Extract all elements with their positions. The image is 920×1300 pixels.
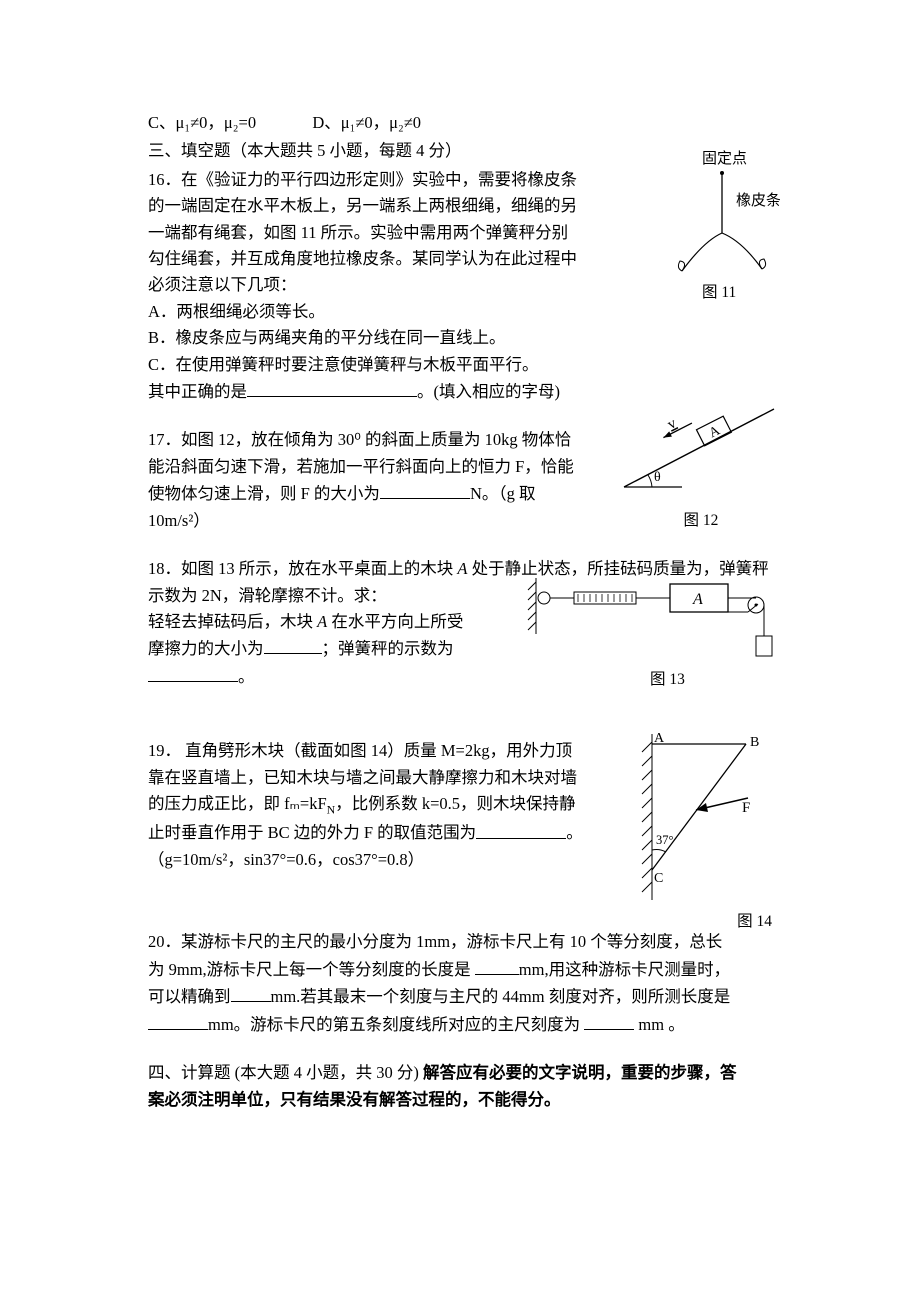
q17-prefix: 17．: [148, 430, 181, 449]
q16-prefix: 16．: [148, 170, 181, 189]
question-18: 18．如图 13 所示，放在水平桌面上的木块 A 处于静止状态，所挂砝码质量为，…: [148, 556, 772, 690]
fig11-caption: 图 11: [702, 284, 736, 301]
fig13-caption: 图 13: [520, 668, 778, 693]
q19-constants: （g=10m/s²，sin37°=0.6，cos37°=0.8）: [148, 847, 588, 873]
fig12-block-label: A: [707, 423, 724, 441]
fig11-rubber-label: 橡皮条: [736, 192, 780, 209]
figure-14: A B C F 37° 图 14: [630, 732, 780, 935]
figure-12: A v θ 图 12: [622, 399, 780, 534]
fig11-fixed-label: 固定点: [702, 150, 747, 167]
section-4-header: 四、计算题 (本大题 4 小题，共 30 分) 解答应有必要的文字说明，重要的步…: [148, 1060, 738, 1113]
fig12-theta: θ: [654, 470, 661, 485]
q20-prefix: 20．: [148, 932, 181, 951]
q19-prefix: 19．: [148, 741, 185, 760]
q18-A2: A: [317, 612, 327, 631]
question-19: 19． 直角劈形木块（截面如图 14）质量 M=2kg，用外力顶靠在竖直墙上，已…: [148, 738, 772, 873]
figure-13: A 图 13: [520, 574, 778, 693]
fig13-block-label: A: [692, 591, 703, 608]
fig12-v-label: v: [665, 416, 679, 434]
question-17: 17．如图 12，放在倾角为 30⁰ 的斜面上质量为 10kg 物体恰能沿斜面匀…: [148, 427, 772, 534]
fig12-caption: 图 12: [622, 509, 780, 534]
fig14-B: B: [750, 735, 759, 750]
option-c: C、μ₁≠0，μ₂=0: [148, 113, 256, 132]
option-d: D、μ₁≠0，μ₂≠0: [312, 113, 421, 132]
q16-opt-c: C．在使用弹簧秤时要注意使弹簧秤与木板平面平行。: [148, 352, 772, 378]
q18-prefix: 18．: [148, 559, 181, 578]
fig14-C: C: [654, 871, 663, 886]
fig14-A: A: [654, 732, 665, 746]
question-16: 16．在《验证力的平行四边形定则》实验中，需要将橡皮条的一端固定在水平木板上，另…: [148, 167, 772, 406]
q16-body: 在《验证力的平行四边形定则》实验中，需要将橡皮条的一端固定在水平木板上，另一端系…: [148, 170, 577, 295]
figure-11: 固定点 橡皮条 图 11: [650, 149, 780, 309]
question-20: 20．某游标卡尺的主尺的最小分度为 1mm，游标卡尺上有 10 个等分刻度，总长…: [148, 929, 772, 1038]
fig14-F: F: [742, 800, 750, 816]
q16-opt-b: B．橡皮条应与两绳夹角的平分线在同一直线上。: [148, 325, 772, 351]
fig14-angle: 37°: [656, 833, 674, 847]
q18-A1: A: [457, 559, 467, 578]
option-line: C、μ₁≠0，μ₂=0 D、μ₁≠0，μ₂≠0: [148, 110, 772, 136]
